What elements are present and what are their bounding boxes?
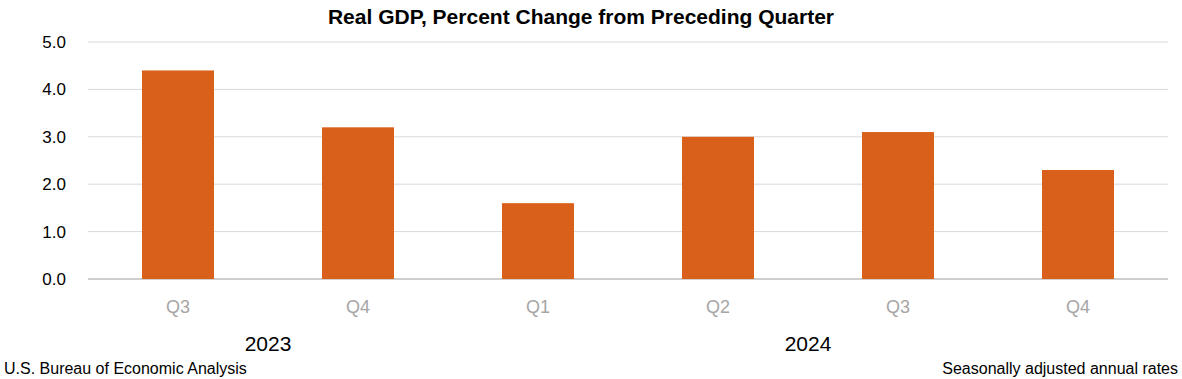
y-tick-label: 4.0 — [42, 80, 66, 99]
x-tick-label: Q2 — [706, 297, 730, 317]
grid-line — [88, 136, 1168, 137]
chart: Real GDP, Percent Change from Preceding … — [0, 0, 1182, 379]
x-tick-label: Q4 — [346, 297, 370, 317]
note: Seasonally adjusted annual rates — [942, 360, 1178, 377]
x-tick-label: Q3 — [166, 297, 190, 317]
x-axis-line — [88, 279, 1168, 280]
bars — [142, 70, 1114, 279]
grid-line — [88, 231, 1168, 232]
x-tick-label: Q4 — [1066, 297, 1090, 317]
y-tick-label: 5.0 — [42, 33, 66, 52]
title: Real GDP, Percent Change from Preceding … — [328, 5, 834, 28]
bar — [1042, 170, 1114, 279]
bar — [682, 137, 754, 279]
year-label: 2024 — [785, 332, 832, 355]
bar — [322, 127, 394, 279]
y-tick-label: 0.0 — [42, 270, 66, 289]
bar — [502, 203, 574, 279]
x-tick-label: Q3 — [886, 297, 910, 317]
year-label: 2023 — [245, 332, 292, 355]
y-tick-label: 2.0 — [42, 175, 66, 194]
grid-line — [88, 184, 1168, 185]
grid-line — [88, 89, 1168, 90]
grid-line — [88, 42, 1168, 43]
y-tick-label: 1.0 — [42, 223, 66, 242]
y-tick-label: 3.0 — [42, 128, 66, 147]
source: U.S. Bureau of Economic Analysis — [4, 360, 247, 377]
x-tick-label: Q1 — [526, 297, 550, 317]
bar — [142, 70, 214, 279]
grid-line — [88, 279, 1168, 280]
bar — [862, 132, 934, 279]
